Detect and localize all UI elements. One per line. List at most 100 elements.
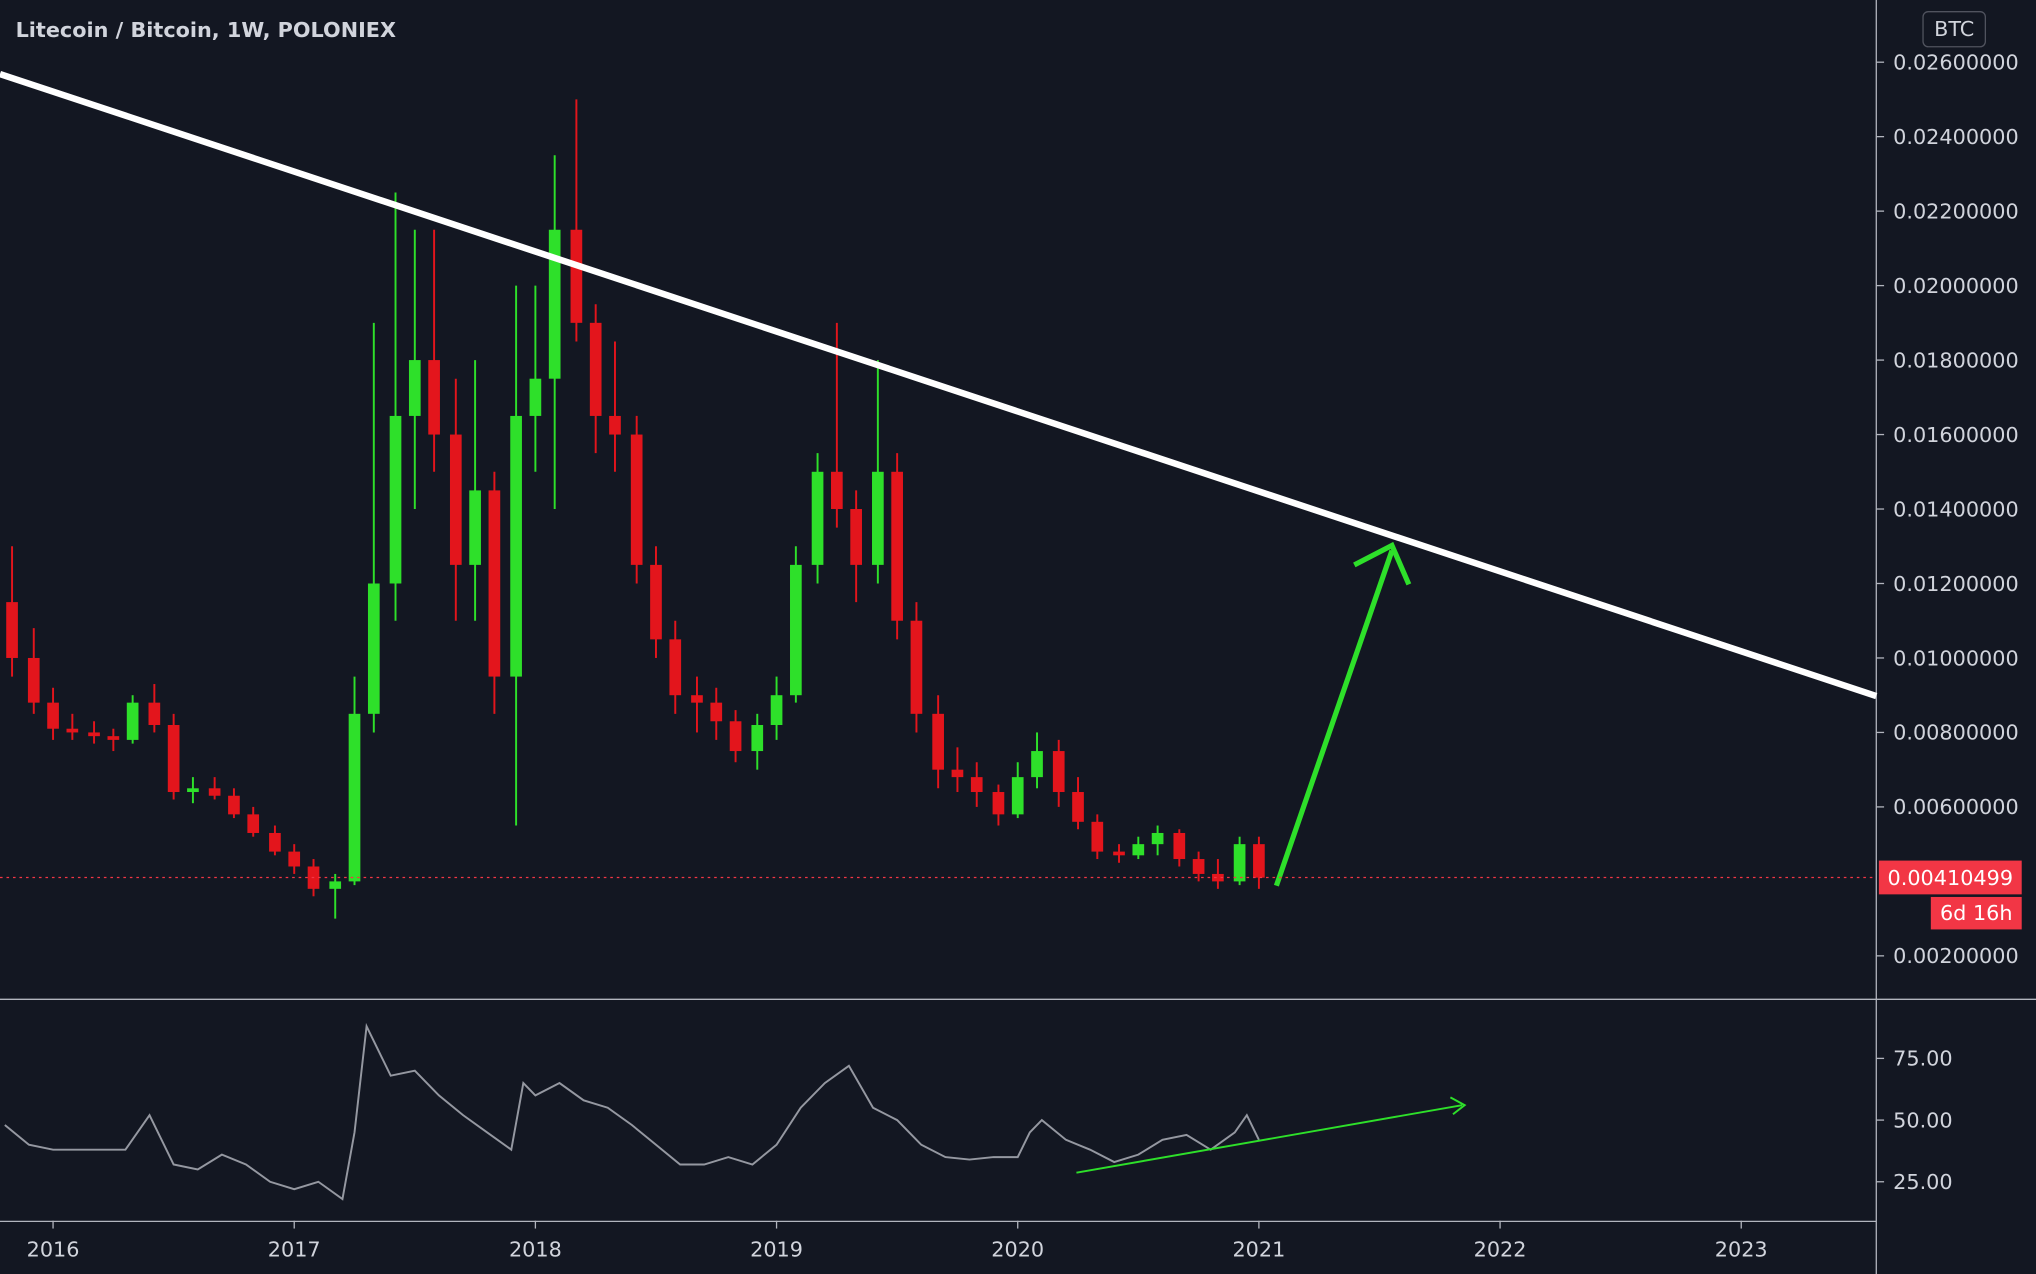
candle-body <box>992 792 1005 815</box>
y-tick-label: 0.02000000 <box>1893 274 2019 298</box>
candle-body <box>88 732 100 737</box>
candle-body <box>1052 751 1065 793</box>
x-tick-label: 2021 <box>1232 1238 1285 1262</box>
y-tick-label: 0.01600000 <box>1893 423 2019 447</box>
candle-body <box>850 509 862 565</box>
y-tick-label: 0.02600000 <box>1893 50 2019 74</box>
candle-body <box>609 415 621 435</box>
candle-body <box>469 490 481 565</box>
candle-body <box>47 702 59 729</box>
countdown-label: 6d 16h <box>1940 901 2013 925</box>
candle-body <box>148 702 161 725</box>
x-tick-label: 2018 <box>509 1238 562 1262</box>
candle-body <box>1113 851 1125 856</box>
y-tick-label: 0.00600000 <box>1893 795 2019 819</box>
candle-body <box>872 471 884 565</box>
countdown-box <box>1930 896 2022 930</box>
candle-body <box>691 695 703 703</box>
candle-body <box>1011 777 1024 815</box>
trend-line[interactable] <box>0 70 1878 700</box>
candle-body <box>831 471 843 510</box>
candle-body <box>1192 859 1205 874</box>
candle-body <box>729 721 742 752</box>
candle-body <box>408 360 421 416</box>
y-tick-label: 0.01800000 <box>1893 348 2019 372</box>
rsi-trend-arrow[interactable] <box>1076 1104 1463 1174</box>
candle-body <box>1173 832 1186 860</box>
candle-body <box>1212 873 1224 882</box>
candle-body <box>389 415 402 584</box>
y-tick-label: 0.00200000 <box>1893 944 2019 968</box>
candle-body <box>790 564 802 696</box>
arrow[interactable] <box>1273 549 1395 887</box>
candle-body <box>770 695 783 725</box>
price-label-box <box>1878 860 2022 895</box>
candle-body <box>630 434 643 565</box>
price-label: 0.00410499 <box>1888 866 2014 890</box>
candle-body <box>66 728 79 733</box>
candle-body <box>1132 844 1145 856</box>
candle-body <box>570 229 583 323</box>
y-tick-label: 0.01000000 <box>1893 646 2019 670</box>
candle-body <box>510 415 522 677</box>
candle-body <box>288 851 301 867</box>
candle-body <box>107 736 120 740</box>
candle-body <box>428 360 440 435</box>
candle-body <box>932 713 944 770</box>
y-tick-label: 50.00 <box>1893 1108 1952 1132</box>
candle-body <box>589 322 602 416</box>
candle-body <box>751 724 764 752</box>
candle-body <box>1072 792 1084 822</box>
candle-body <box>1151 832 1164 845</box>
rsi-line <box>4 1022 1260 1201</box>
candle-body <box>1091 821 1104 852</box>
candle-body <box>167 724 180 793</box>
arrow-head[interactable] <box>1353 541 1412 586</box>
y-tick-label: 0.01200000 <box>1893 572 2019 596</box>
candle-body <box>1031 751 1043 778</box>
currency-badge[interactable] <box>1922 11 1987 48</box>
candle-body <box>891 471 903 621</box>
plot-area <box>4 99 1265 1201</box>
candle-body <box>488 490 501 677</box>
y-tick-label: 0.01400000 <box>1893 497 2019 521</box>
x-tick-label: 2017 <box>268 1238 321 1262</box>
candle-body <box>6 602 18 658</box>
y-tick-label: 25.00 <box>1893 1170 1952 1194</box>
candle-body <box>970 777 983 793</box>
candle-body <box>247 814 260 833</box>
candle-body <box>367 583 380 714</box>
candle-body <box>228 795 240 815</box>
candle-body <box>548 229 561 379</box>
y-tick-label: 0.02200000 <box>1893 199 2019 223</box>
y-tick-label: 0.02400000 <box>1893 125 2019 149</box>
y-tick-label: 75.00 <box>1893 1047 1952 1071</box>
candle-body <box>348 713 361 882</box>
candle-body <box>208 788 221 796</box>
candle-body <box>710 702 723 722</box>
candle-body <box>269 832 281 852</box>
chart-title: Litecoin / Bitcoin, 1W, POLONIEX <box>16 18 396 42</box>
candle-body <box>529 378 542 416</box>
x-tick-label: 2023 <box>1715 1238 1768 1262</box>
y-tick-label: 0.00800000 <box>1893 721 2019 745</box>
x-tick-label: 2020 <box>991 1238 1044 1262</box>
candle-body <box>1233 844 1246 882</box>
rsi-arrow-head[interactable] <box>1449 1096 1467 1116</box>
candle-body <box>126 702 139 740</box>
candle-body <box>27 657 40 703</box>
candle-body <box>449 434 462 565</box>
candle-body <box>329 881 342 889</box>
x-tick-label: 2019 <box>750 1238 803 1262</box>
candle-body <box>951 769 964 778</box>
candle-body <box>650 564 662 640</box>
candle-body <box>1253 844 1265 878</box>
candle-body <box>910 620 923 714</box>
candle-body <box>811 471 824 565</box>
candle-body <box>669 639 682 696</box>
x-tick-label: 2016 <box>27 1238 80 1262</box>
x-tick-label: 2022 <box>1474 1238 1527 1262</box>
